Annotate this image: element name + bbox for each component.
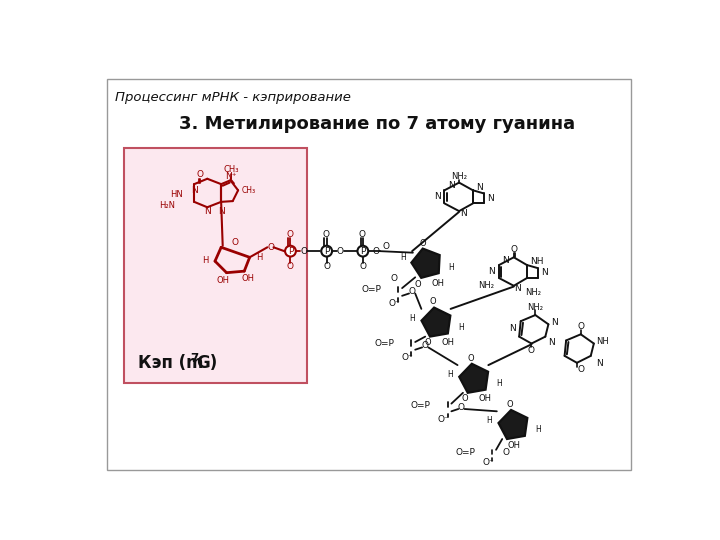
Polygon shape xyxy=(411,248,440,278)
Text: 7: 7 xyxy=(190,352,199,365)
Text: OH: OH xyxy=(431,279,444,288)
Text: O: O xyxy=(286,230,293,239)
Text: O: O xyxy=(577,365,584,374)
Text: O: O xyxy=(323,230,329,239)
Text: O: O xyxy=(467,354,474,363)
Text: P: P xyxy=(360,247,366,255)
Text: O: O xyxy=(420,239,426,248)
Text: H: H xyxy=(202,256,209,265)
Bar xyxy=(124,148,307,383)
Text: OH: OH xyxy=(441,338,454,347)
Text: OH: OH xyxy=(508,441,521,450)
Text: N: N xyxy=(434,192,441,201)
Text: O: O xyxy=(372,247,379,255)
Text: N: N xyxy=(217,207,225,215)
Text: H: H xyxy=(535,426,541,434)
Text: NH₂: NH₂ xyxy=(451,172,467,181)
Text: O=P: O=P xyxy=(455,448,475,457)
Text: NH₂: NH₂ xyxy=(525,288,541,297)
Text: H: H xyxy=(487,416,492,425)
Text: O: O xyxy=(430,298,436,307)
Polygon shape xyxy=(421,308,450,336)
Text: N: N xyxy=(514,284,521,293)
Polygon shape xyxy=(498,410,527,439)
Text: O⁻: O⁻ xyxy=(402,353,413,362)
Text: O: O xyxy=(197,170,204,179)
Text: N: N xyxy=(460,209,467,218)
Text: N: N xyxy=(502,256,508,265)
Text: NH: NH xyxy=(530,258,544,266)
Text: N: N xyxy=(596,359,603,368)
Text: H: H xyxy=(496,379,502,388)
Text: Процессинг мРНК - кэприрование: Процессинг мРНК - кэприрование xyxy=(115,91,351,104)
Text: O=P: O=P xyxy=(361,285,382,294)
Text: O: O xyxy=(577,322,584,331)
Text: O: O xyxy=(359,230,366,239)
Text: H: H xyxy=(459,323,464,332)
Text: CH₃: CH₃ xyxy=(241,186,256,195)
Text: N: N xyxy=(476,184,483,192)
Text: O⁻: O⁻ xyxy=(389,299,400,308)
Text: P: P xyxy=(288,247,293,255)
Text: H: H xyxy=(449,263,454,272)
Text: O: O xyxy=(458,403,465,412)
Text: O: O xyxy=(409,287,415,296)
Text: O⁻: O⁻ xyxy=(438,415,449,423)
Text: O: O xyxy=(323,262,330,271)
Text: N: N xyxy=(487,267,495,275)
Text: O: O xyxy=(391,274,398,284)
Text: H: H xyxy=(410,314,415,322)
Text: 3. Метилирование по 7 атому гуанина: 3. Метилирование по 7 атому гуанина xyxy=(179,115,575,133)
Text: HN: HN xyxy=(170,190,183,199)
Text: O=P: O=P xyxy=(410,401,431,410)
Text: H: H xyxy=(400,253,406,262)
Text: N: N xyxy=(487,193,494,202)
Polygon shape xyxy=(459,364,488,393)
Text: H: H xyxy=(256,253,262,262)
Text: O=P: O=P xyxy=(374,339,395,348)
Text: O: O xyxy=(528,346,535,355)
Text: NH₂: NH₂ xyxy=(527,303,544,312)
Text: G): G) xyxy=(197,354,217,372)
Text: O: O xyxy=(268,243,275,252)
Text: O⁻: O⁻ xyxy=(482,457,494,467)
Text: O: O xyxy=(503,448,510,457)
Text: CH₃: CH₃ xyxy=(223,165,239,174)
Text: OH: OH xyxy=(242,274,255,284)
Text: O: O xyxy=(232,238,238,247)
Text: O: O xyxy=(462,395,469,403)
Text: N: N xyxy=(204,207,211,215)
Text: N: N xyxy=(551,318,557,327)
Text: N: N xyxy=(448,181,455,190)
Text: N: N xyxy=(509,325,516,333)
Text: NH₂: NH₂ xyxy=(479,281,495,291)
Text: O: O xyxy=(422,341,428,350)
Text: O: O xyxy=(382,242,390,251)
Text: O: O xyxy=(507,400,513,409)
Text: O: O xyxy=(424,338,431,347)
Text: H₂N: H₂N xyxy=(159,201,175,210)
Circle shape xyxy=(357,246,368,256)
Text: N: N xyxy=(541,268,547,277)
Text: NH: NH xyxy=(596,338,609,347)
Text: N⁺: N⁺ xyxy=(225,172,236,181)
Text: N: N xyxy=(191,186,197,195)
Circle shape xyxy=(321,246,332,256)
Text: O: O xyxy=(359,262,366,271)
Text: O: O xyxy=(287,262,294,271)
Text: O: O xyxy=(300,247,307,255)
Text: OH: OH xyxy=(216,276,229,285)
Text: O: O xyxy=(510,245,517,254)
Text: H: H xyxy=(447,370,453,379)
Text: O: O xyxy=(414,280,420,289)
Text: N: N xyxy=(549,338,555,347)
Text: Кэп (m: Кэп (m xyxy=(138,354,204,372)
Text: P: P xyxy=(324,247,329,255)
Circle shape xyxy=(285,246,296,256)
Text: OH: OH xyxy=(479,395,492,403)
Text: O: O xyxy=(336,247,343,255)
